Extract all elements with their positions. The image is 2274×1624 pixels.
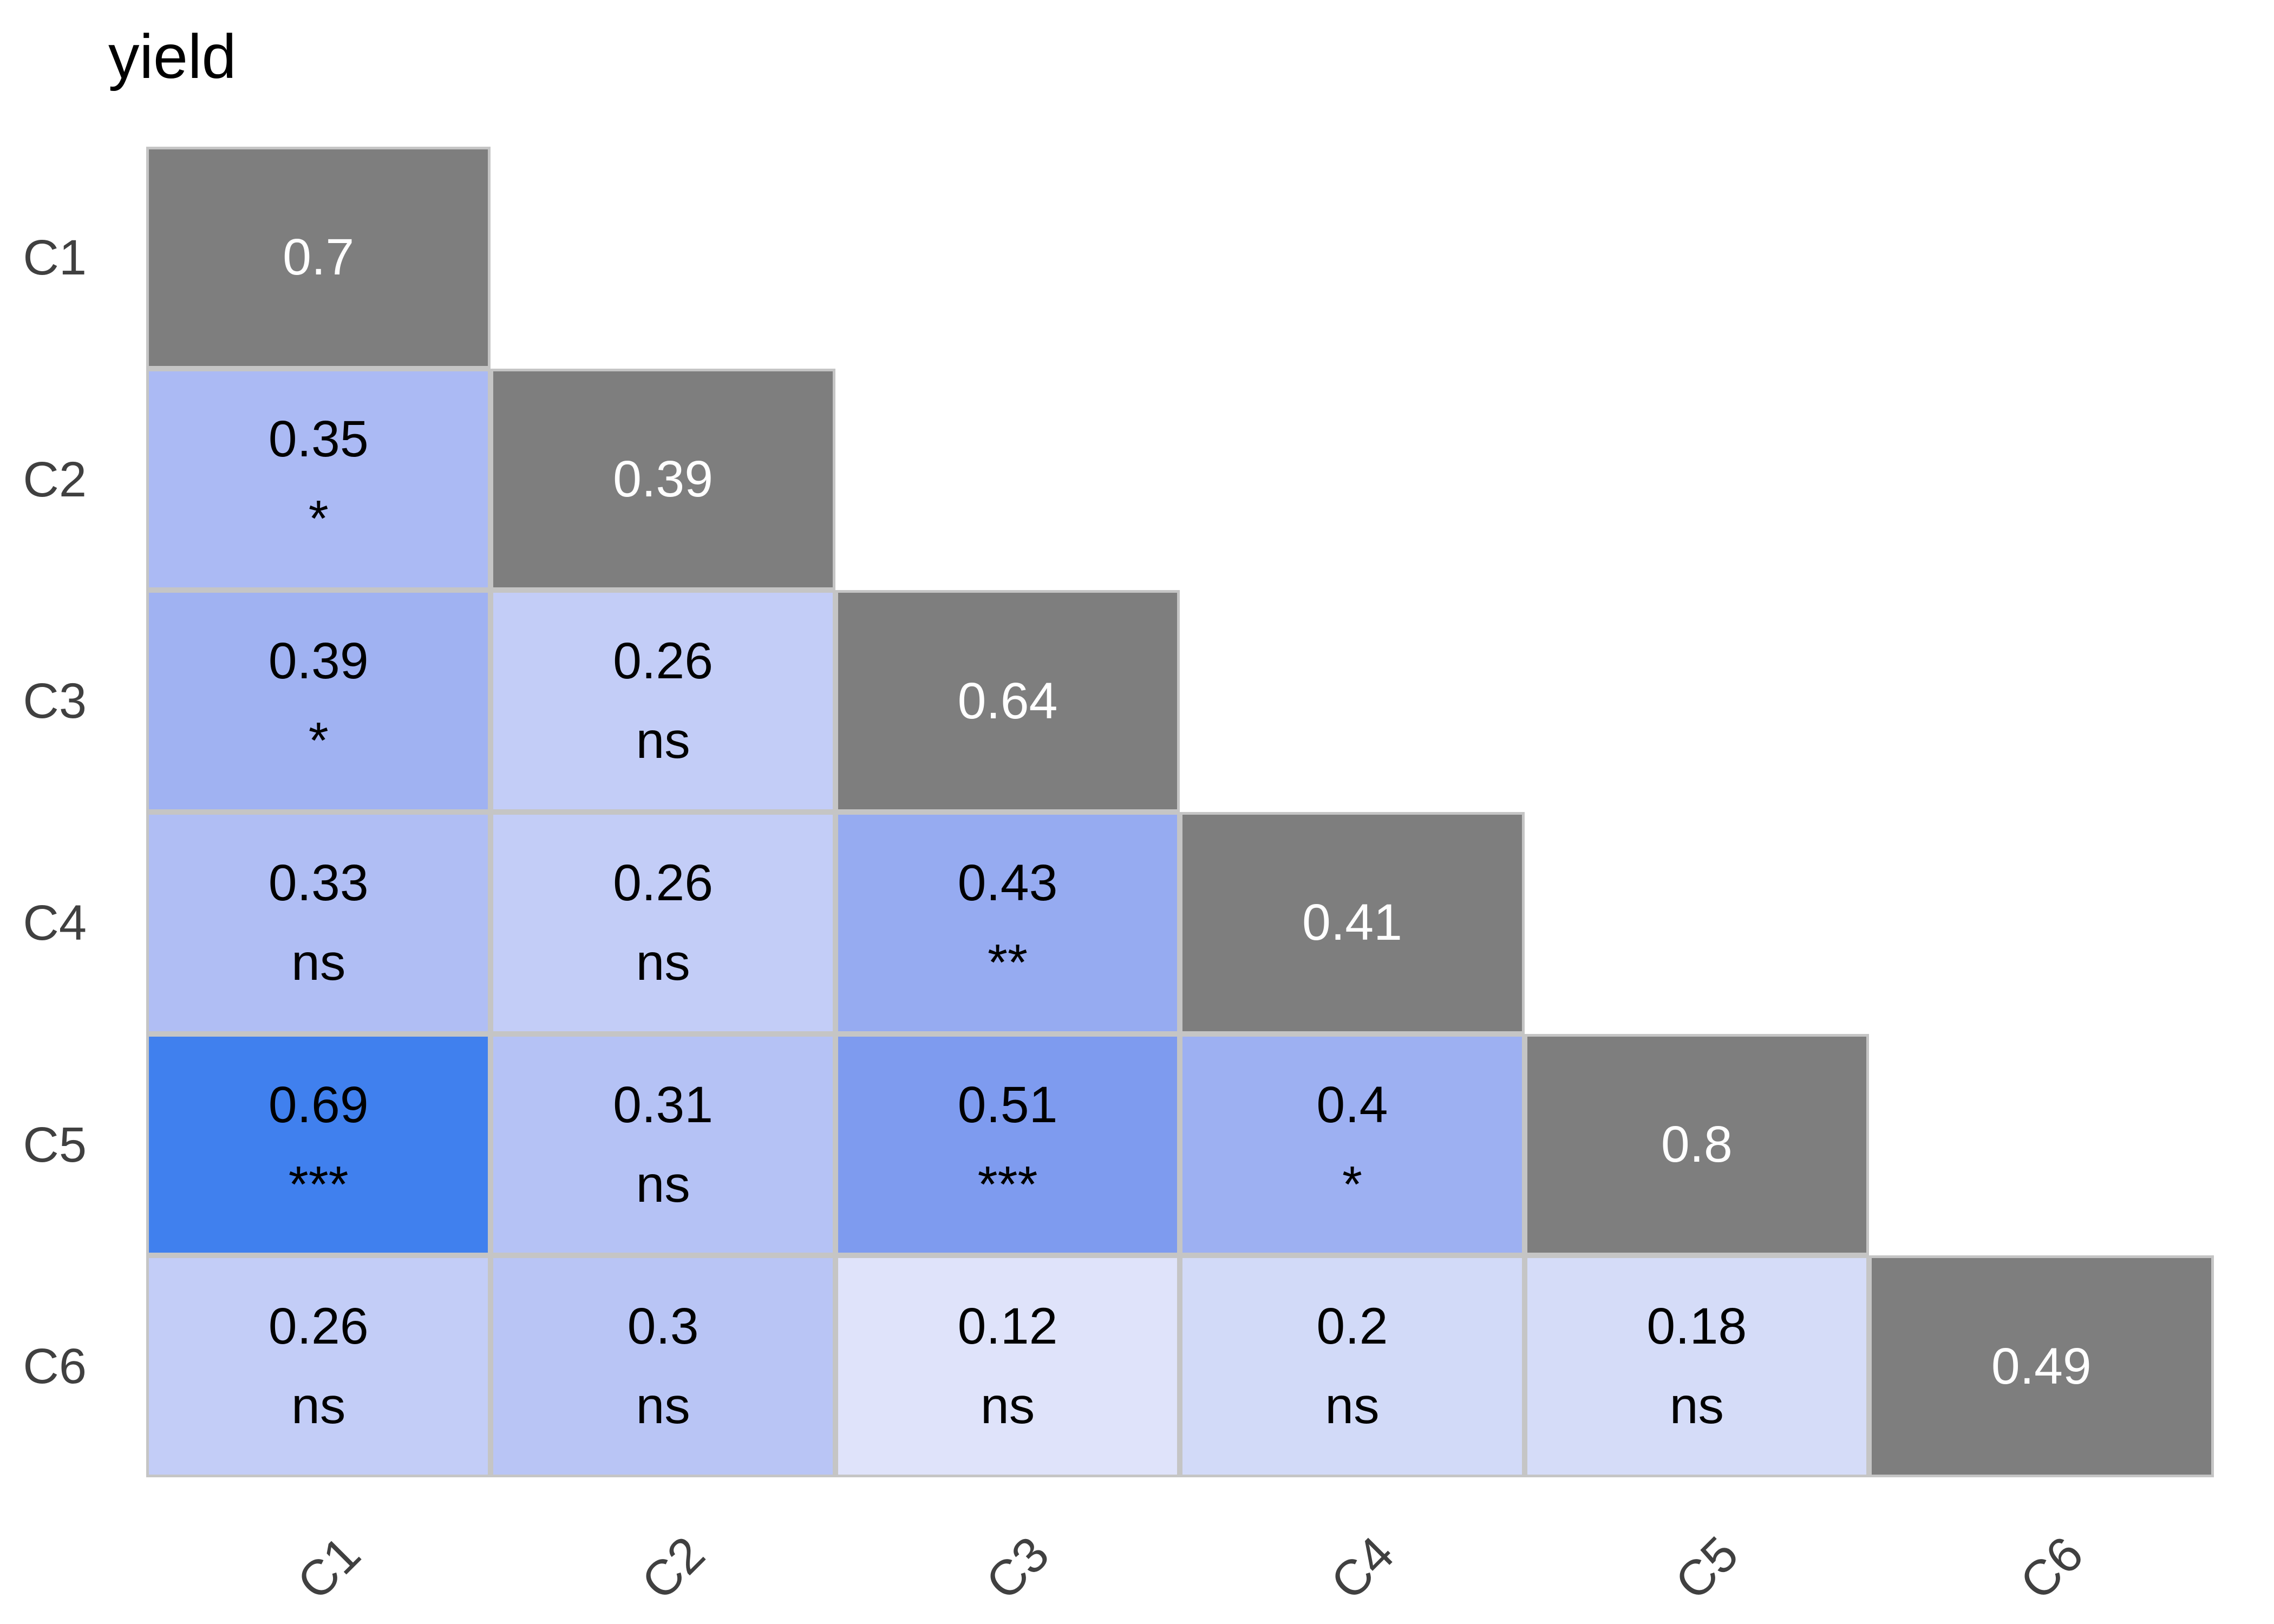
correlation-cell: 0.4 * (1180, 1033, 1525, 1256)
cell-significance: *** (977, 1155, 1038, 1213)
cell-significance: *** (288, 1155, 349, 1213)
diagonal-cell: 0.8 (1524, 1033, 1870, 1256)
cell-value: 0.31 (613, 1076, 714, 1134)
cell-value: 0.26 (268, 1298, 369, 1355)
cell-value: 0.7 (283, 228, 355, 286)
cell-value: 0.41 (1302, 894, 1402, 952)
cell-value: 0.43 (957, 854, 1058, 912)
cell-value: 0.64 (957, 672, 1058, 730)
cell-value: 0.39 (613, 450, 714, 508)
correlation-cell: 0.43 ** (835, 812, 1180, 1034)
cell-value: 0.26 (613, 854, 714, 912)
col-label-c6: C6 (2009, 1526, 2094, 1610)
cell-significance: * (308, 712, 329, 770)
cell-significance: ns (636, 1155, 690, 1213)
cell-significance: ns (1325, 1377, 1380, 1435)
cell-significance: ns (1669, 1377, 1724, 1435)
plot-title: yield (108, 22, 237, 91)
cell-value: 0.35 (268, 410, 369, 468)
correlation-cell: 0.69 *** (146, 1033, 491, 1256)
correlation-cell: 0.26 ns (491, 590, 835, 812)
cell-value: 0.39 (268, 632, 369, 690)
row-label-c1: C1 (23, 230, 87, 285)
correlation-cell: 0.51 *** (835, 1033, 1180, 1256)
cell-value: 0.3 (627, 1298, 699, 1355)
correlation-cell: 0.39 * (146, 590, 491, 812)
correlation-cell: 0.12 ns (835, 1255, 1180, 1477)
diagonal-cell: 0.41 (1180, 812, 1525, 1034)
cell-significance: ns (636, 933, 690, 991)
cell-value: 0.26 (613, 632, 714, 690)
cell-value: 0.33 (268, 854, 369, 912)
cell-significance: ns (291, 933, 346, 991)
correlation-cell: 0.2 ns (1180, 1255, 1525, 1477)
cell-value: 0.69 (268, 1076, 369, 1134)
correlation-cell: 0.31 ns (491, 1033, 835, 1256)
cell-significance: ns (636, 712, 690, 770)
row-label-c6: C6 (23, 1339, 87, 1394)
cell-value: 0.18 (1646, 1298, 1747, 1355)
row-label-c2: C2 (23, 451, 87, 507)
cell-value: 0.4 (1316, 1076, 1388, 1134)
diagonal-cell: 0.7 (146, 147, 491, 369)
diagonal-cell: 0.39 (491, 368, 835, 591)
correlation-cell: 0.33 ns (146, 812, 491, 1034)
cell-significance: * (1342, 1155, 1362, 1213)
cell-value: 0.49 (1991, 1337, 2092, 1395)
cell-value: 0.2 (1316, 1298, 1388, 1355)
cell-significance: ns (980, 1377, 1035, 1435)
correlation-cell: 0.3 ns (491, 1255, 835, 1477)
cell-value: 0.51 (957, 1076, 1058, 1134)
cell-significance: ns (291, 1377, 346, 1435)
col-label-c1: C1 (286, 1526, 371, 1610)
cell-significance: ns (636, 1377, 690, 1435)
cell-significance: * (308, 490, 329, 548)
col-label-c3: C3 (976, 1526, 1060, 1610)
diagonal-cell: 0.49 (1869, 1255, 2214, 1477)
cell-value: 0.8 (1661, 1116, 1733, 1173)
cell-significance: ** (988, 933, 1028, 991)
cell-value: 0.12 (957, 1298, 1058, 1355)
correlation-cell: 0.35 * (146, 368, 491, 591)
col-label-c4: C4 (1320, 1526, 1404, 1610)
col-label-c2: C2 (631, 1526, 716, 1610)
col-label-c5: C5 (1665, 1526, 1749, 1610)
diagonal-cell: 0.64 (835, 590, 1180, 812)
row-label-c4: C4 (23, 895, 87, 951)
correlation-cell: 0.18 ns (1524, 1255, 1870, 1477)
correlation-cell: 0.26 ns (146, 1255, 491, 1477)
row-label-c3: C3 (23, 673, 87, 729)
row-label-c5: C5 (23, 1117, 87, 1173)
correlation-cell: 0.26 ns (491, 812, 835, 1034)
